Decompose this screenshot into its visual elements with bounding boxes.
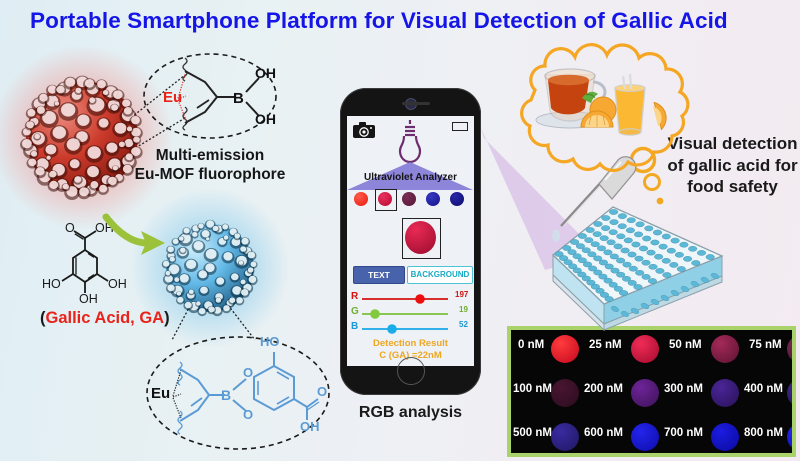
svg-text:O: O [65, 221, 75, 235]
svg-text:OH: OH [300, 419, 320, 434]
svg-text:Multi-emission: Multi-emission [156, 147, 265, 164]
svg-text:OH: OH [79, 292, 98, 306]
svg-text:Eu-MOF fluorophore: Eu-MOF fluorophore [135, 166, 286, 183]
svg-text:(Gallic Acid, GA): (Gallic Acid, GA) [40, 309, 170, 327]
svg-text:OH: OH [255, 65, 276, 81]
svg-text:Eu: Eu [151, 385, 170, 402]
svg-text:HO: HO [42, 277, 61, 291]
svg-text:O: O [243, 407, 253, 422]
svg-text:O: O [317, 384, 327, 399]
svg-text:OH: OH [255, 111, 276, 127]
svg-text:B: B [233, 90, 244, 107]
svg-text:HO: HO [260, 334, 280, 349]
svg-text:O: O [243, 365, 253, 380]
svg-text:B: B [221, 387, 231, 403]
svg-text:OH: OH [108, 277, 127, 291]
